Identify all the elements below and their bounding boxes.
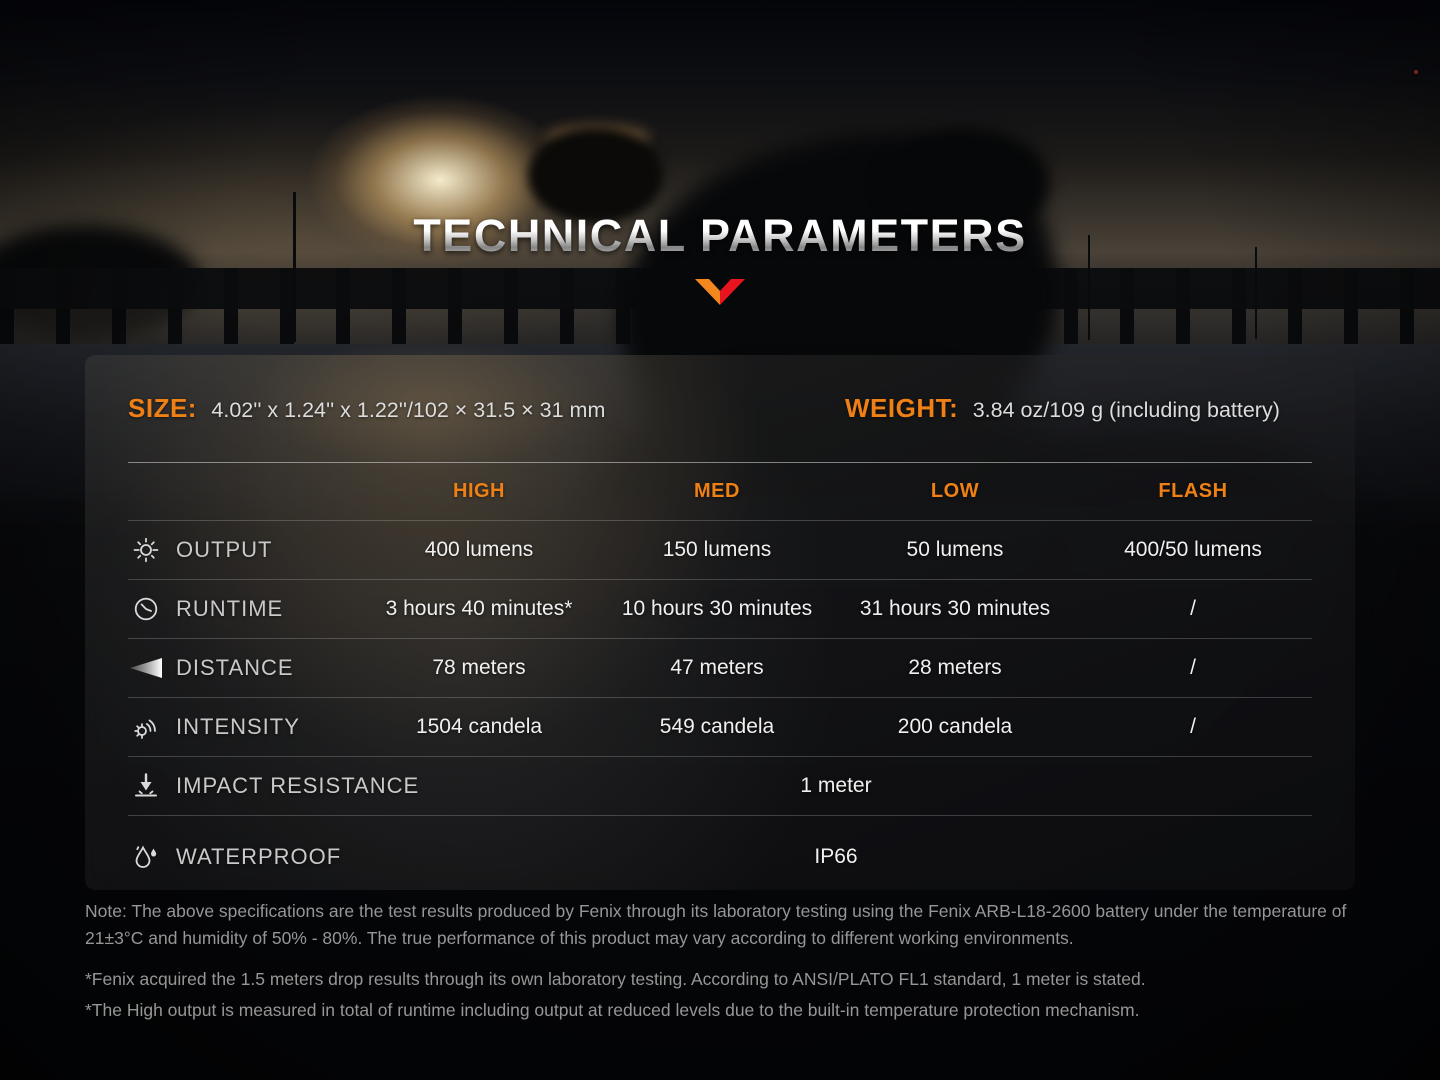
- runtime-label-cell: RUNTIME: [128, 595, 360, 623]
- distance-flash: /: [1190, 656, 1196, 679]
- table-row-intensity: INTENSITY 1504 candela 549 candela 200 c…: [128, 697, 1312, 756]
- impact-icon: [128, 772, 164, 800]
- intensity-flash: /: [1190, 715, 1196, 738]
- runtime-flash: /: [1190, 597, 1196, 620]
- column-header-med: MED: [694, 480, 740, 502]
- table-row-distance: DISTANCE 78 meters 47 meters 28 meters /: [128, 638, 1312, 697]
- output-low: 50 lumens: [906, 538, 1004, 561]
- waterproof-label-cell: WATERPROOF: [128, 843, 360, 871]
- output-flash: 400/50 lumens: [1124, 538, 1262, 561]
- distance-med: 47 meters: [670, 656, 764, 679]
- note-high-output: *The High output is measured in total of…: [85, 1000, 1140, 1020]
- intensity-med: 549 candela: [659, 715, 775, 738]
- column-header-flash: FLASH: [1158, 480, 1228, 502]
- weight-spec: WEIGHT: 3.84 oz/109 g (including battery…: [845, 393, 1280, 424]
- output-med: 150 lumens: [662, 538, 772, 561]
- distance-label: DISTANCE: [176, 655, 294, 680]
- runtime-med: 10 hours 30 minutes: [621, 597, 813, 620]
- page-title: TECHNICAL PARAMETERS: [0, 210, 1440, 262]
- distance-label-cell: DISTANCE: [128, 654, 360, 682]
- waterproof-value: IP66: [814, 845, 858, 868]
- spec-panel: SIZE: 4.02'' x 1.24'' x 1.22''/102 × 31.…: [85, 355, 1355, 890]
- table-row-waterproof: WATERPROOF IP66: [128, 815, 1312, 898]
- size-label: SIZE:: [128, 393, 197, 423]
- size-value: 4.02'' x 1.24'' x 1.22''/102 × 31.5 × 31…: [211, 398, 606, 422]
- note-general: Note: The above specifications are the t…: [85, 901, 1347, 948]
- weight-label: WEIGHT:: [845, 393, 959, 423]
- waterproof-label: WATERPROOF: [176, 844, 342, 869]
- intensity-high: 1504 candela: [415, 715, 543, 738]
- distance-high: 78 meters: [432, 656, 526, 679]
- column-header-low: LOW: [930, 480, 980, 502]
- output-label: OUTPUT: [176, 537, 273, 562]
- weight-value: 3.84 oz/109 g (including battery): [972, 398, 1280, 422]
- beam-icon: [128, 654, 164, 682]
- runtime-high: 3 hours 40 minutes*: [385, 597, 573, 620]
- table-row-runtime: RUNTIME 3 hours 40 minutes* 10 hours 30 …: [128, 579, 1312, 638]
- note-drop-test: *Fenix acquired the 1.5 meters drop resu…: [85, 969, 1146, 989]
- runtime-low: 31 hours 30 minutes: [859, 597, 1051, 620]
- size-weight-row: SIZE: 4.02'' x 1.24'' x 1.22''/102 × 31.…: [128, 355, 1312, 462]
- brightness-icon: [128, 536, 164, 564]
- intensity-low: 200 candela: [897, 715, 1013, 738]
- impact-label: IMPACT RESISTANCE: [176, 773, 420, 798]
- runtime-label: RUNTIME: [176, 596, 284, 621]
- waterdrop-icon: [128, 843, 164, 871]
- notes: Note: The above specifications are the t…: [85, 898, 1367, 1028]
- intensity-icon: [128, 713, 164, 741]
- distance-low: 28 meters: [908, 656, 1002, 679]
- chevron-down-icon: [695, 279, 745, 305]
- size-spec: SIZE: 4.02'' x 1.24'' x 1.22''/102 × 31.…: [128, 393, 845, 424]
- intensity-label: INTENSITY: [176, 714, 300, 739]
- intensity-label-cell: INTENSITY: [128, 713, 360, 741]
- table-row-impact: IMPACT RESISTANCE 1 meter: [128, 756, 1312, 815]
- impact-label-cell: IMPACT RESISTANCE: [128, 772, 418, 800]
- clock-icon: [128, 595, 164, 623]
- output-high: 400 lumens: [424, 538, 534, 561]
- table-header-row: HIGH MED LOW FLASH: [128, 462, 1312, 520]
- table-row-output: OUTPUT 400 lumens 150 lumens 50 lumens 4…: [128, 520, 1312, 579]
- column-header-high: HIGH: [453, 480, 505, 502]
- impact-value: 1 meter: [800, 774, 872, 797]
- output-label-cell: OUTPUT: [128, 536, 360, 564]
